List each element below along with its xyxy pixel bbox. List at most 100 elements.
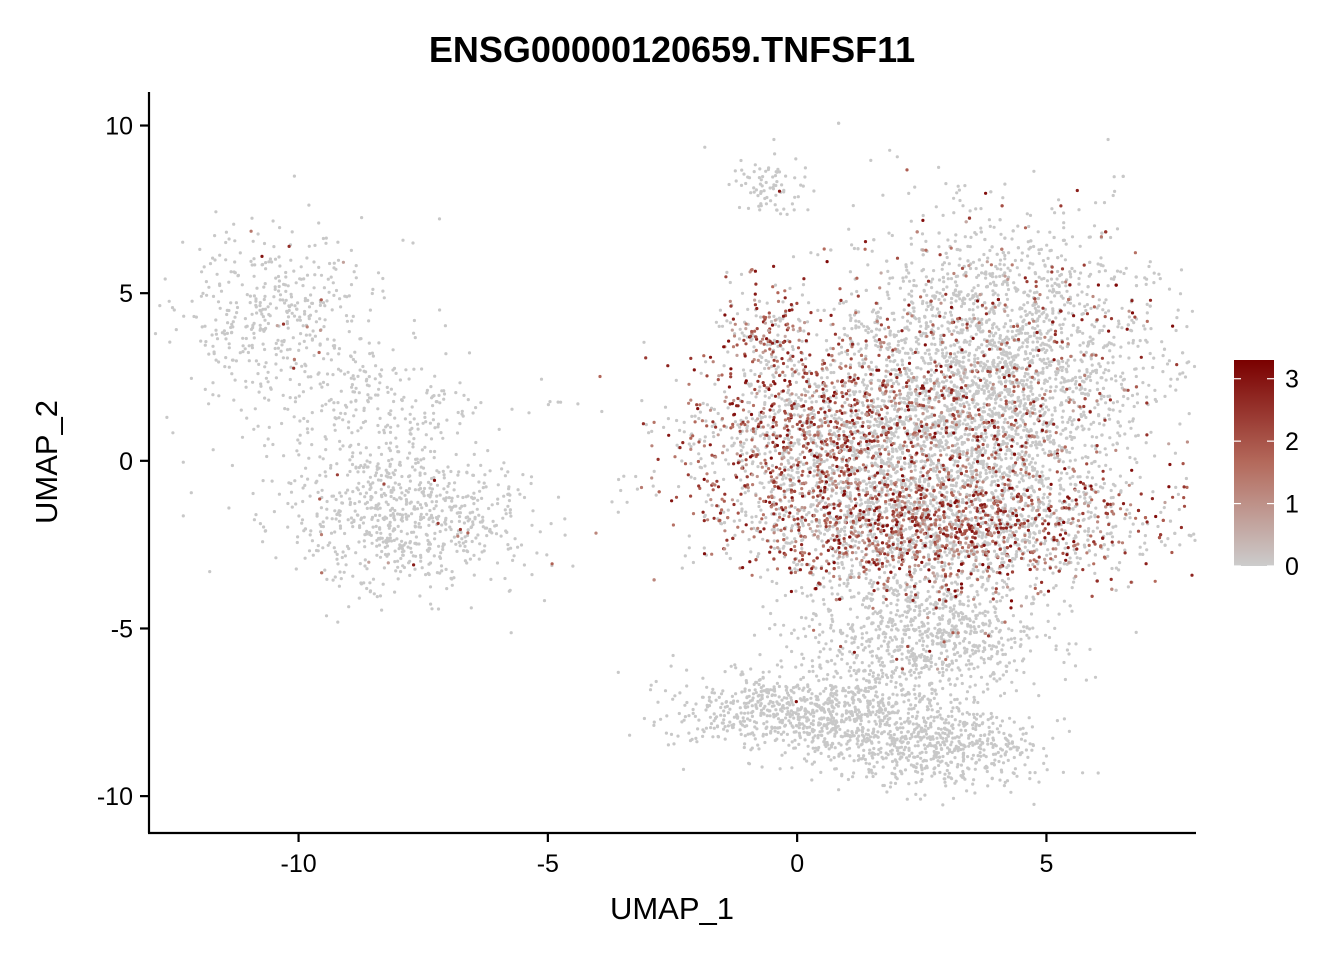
cell-point (457, 540, 461, 544)
cell-point (1092, 420, 1096, 424)
cell-point (1100, 328, 1104, 333)
cell-point (741, 368, 746, 372)
cell-point (896, 348, 900, 352)
cell-point (241, 350, 245, 354)
cell-point (374, 524, 378, 529)
cell-point (194, 315, 198, 319)
cell-point (776, 518, 780, 522)
cell-point (345, 295, 349, 299)
cell-point (438, 571, 442, 575)
cell-point (382, 296, 386, 300)
cell-point (429, 385, 433, 389)
cell-point (1028, 261, 1032, 265)
cell-point (773, 283, 778, 287)
cell-point (953, 280, 958, 284)
cell-point (1078, 302, 1082, 306)
cell-point (852, 352, 857, 356)
cell-point (972, 286, 976, 290)
cell-point (948, 310, 953, 314)
cell-point (1009, 325, 1013, 329)
cell-point (1031, 262, 1035, 266)
cell-point (850, 453, 855, 457)
cell-point (277, 255, 281, 259)
cell-point (353, 509, 357, 513)
cell-point (743, 469, 747, 473)
cell-point (393, 416, 397, 420)
cell-point (904, 263, 908, 267)
cell-point (954, 299, 958, 303)
cell-point (368, 581, 372, 585)
cell-point (385, 385, 389, 389)
cell-point (351, 390, 355, 394)
cell-point (348, 502, 352, 507)
cell-point (254, 299, 258, 303)
cell-point (970, 420, 974, 425)
cell-point (1173, 451, 1177, 455)
cell-point (538, 530, 542, 534)
cell-point (363, 564, 367, 568)
cell-point (298, 318, 302, 322)
cell-point (908, 387, 912, 391)
cell-point (336, 620, 340, 624)
cell-point (937, 505, 942, 509)
cell-point (384, 500, 388, 504)
cell-point (998, 336, 1002, 340)
cell-point (318, 317, 322, 321)
cell-point (908, 377, 913, 381)
cell-point (745, 424, 750, 428)
cell-point (339, 577, 343, 581)
cell-point (712, 407, 717, 411)
cell-point (430, 500, 434, 504)
cell-point (276, 338, 280, 342)
cell-point (886, 269, 890, 273)
cell-point (785, 212, 789, 216)
cell-point (1062, 211, 1066, 215)
cell-point (211, 448, 215, 452)
cell-point (571, 564, 575, 568)
cell-point (1003, 253, 1007, 258)
cell-point (941, 276, 946, 280)
cell-point (964, 391, 969, 395)
cell-point (862, 361, 867, 365)
cell-point (916, 350, 920, 355)
cell-point (506, 543, 510, 547)
cell-point (1103, 269, 1107, 273)
cell-point (981, 384, 985, 388)
cell-point (1063, 258, 1067, 262)
cell-point (870, 387, 874, 391)
cell-point (376, 462, 380, 466)
cell-point (1040, 387, 1044, 391)
cell-point (321, 457, 325, 461)
cell-point (413, 567, 417, 571)
cell-point (689, 462, 693, 466)
cell-point (355, 513, 359, 517)
cell-point (343, 554, 347, 558)
cell-point (1104, 311, 1108, 315)
cell-point (794, 393, 798, 397)
cell-point (1057, 198, 1061, 202)
cell-point (305, 256, 309, 260)
cell-point (837, 574, 842, 578)
cell-point (740, 331, 744, 335)
cell-point (1027, 224, 1031, 229)
cell-point (979, 364, 983, 368)
cell-point (809, 437, 813, 441)
cell-point (375, 553, 379, 557)
cell-point (1084, 377, 1088, 381)
cell-point (229, 301, 233, 305)
cell-point (216, 300, 221, 304)
cell-point (1178, 372, 1182, 376)
cell-point (252, 518, 256, 522)
cell-point (953, 352, 957, 356)
cell-point (214, 328, 218, 332)
cell-point (433, 449, 437, 454)
cell-point (1101, 308, 1105, 312)
cell-point (1111, 355, 1115, 359)
cell-point (243, 317, 247, 321)
cell-point (1085, 292, 1089, 297)
cell-point (200, 325, 204, 329)
cell-point (1064, 284, 1068, 288)
cell-point (993, 291, 997, 295)
cell-point (214, 332, 218, 336)
cell-point (324, 614, 329, 618)
